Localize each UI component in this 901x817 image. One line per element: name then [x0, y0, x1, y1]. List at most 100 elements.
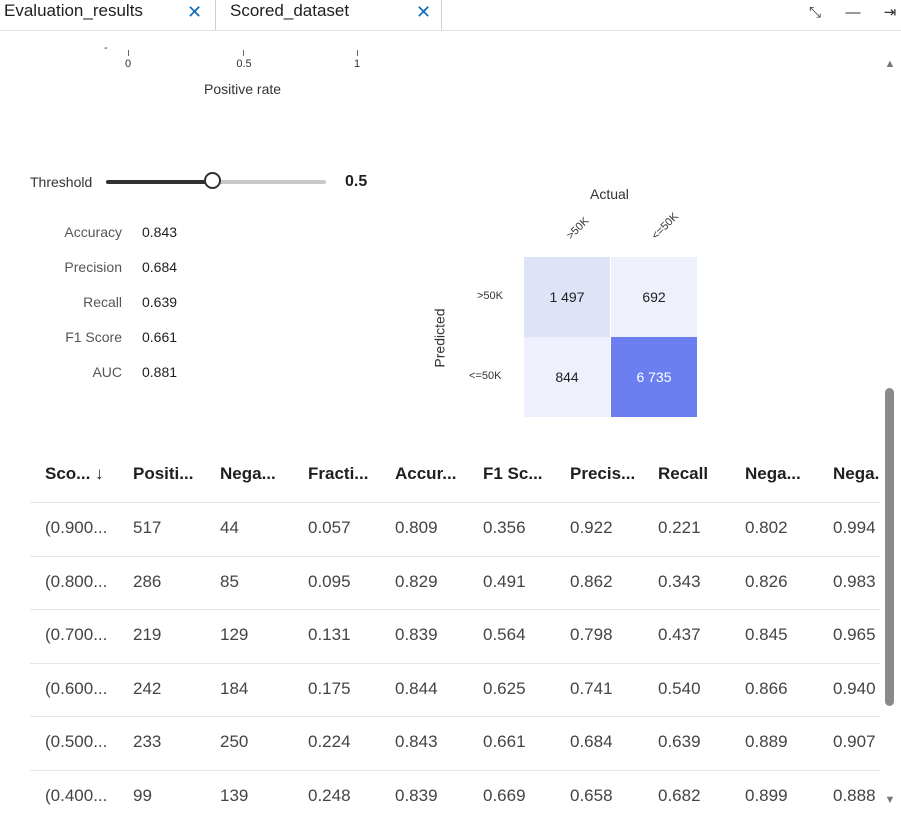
axis-tick-label: 1	[353, 58, 361, 70]
table-cell: 250	[220, 732, 249, 751]
scroll-down-arrow-icon[interactable]: ▼	[884, 794, 896, 806]
column-header[interactable]: Nega.	[833, 464, 880, 483]
close-icon[interactable]: ✕	[187, 2, 203, 22]
table-cell: 0.658	[570, 786, 613, 805]
tab-evaluation-results[interactable]: Evaluation_results ✕	[0, 0, 216, 30]
tab-label: Evaluation_results	[4, 1, 143, 20]
metric-label-auc: AUC	[92, 364, 122, 380]
column-header[interactable]: F1 Sc...	[483, 464, 543, 483]
column-header[interactable]: Nega...	[745, 464, 801, 483]
row-label: <=50K	[469, 370, 502, 382]
table-cell: 242	[133, 679, 162, 698]
column-header-score[interactable]: Sco... ↓	[45, 464, 104, 483]
vertical-scrollbar-thumb[interactable]	[885, 388, 894, 706]
metric-value-auc: 0.881	[142, 364, 178, 380]
table-cell: 0.889	[745, 732, 788, 751]
row-divider	[30, 556, 880, 557]
column-header[interactable]: Precis...	[570, 464, 636, 483]
table-cell: 0.684	[570, 732, 613, 751]
metric-value-recall: 0.639	[142, 294, 178, 310]
row-divider	[30, 770, 880, 771]
table-cell: 0.940	[833, 679, 876, 698]
tab-scored-dataset[interactable]: Scored_dataset ✕	[216, 0, 442, 30]
threshold-label: Threshold	[30, 174, 93, 190]
actual-axis-label: Actual	[590, 186, 629, 202]
expand-panel-icon[interactable]: ⇥	[883, 4, 897, 21]
tab-label: Scored_dataset	[230, 1, 350, 20]
table-cell: 0.994	[833, 518, 876, 537]
x-axis-title: Positive rate	[204, 81, 282, 97]
table-cell-score-range: (0.900...	[45, 518, 108, 537]
table-cell: 0.095	[308, 572, 351, 591]
column-label: >50K	[564, 215, 592, 242]
table-cell: 0.899	[745, 786, 788, 805]
table-cell: 0.224	[308, 732, 351, 751]
row-divider	[30, 502, 880, 503]
table-cell: 0.809	[395, 518, 438, 537]
column-header[interactable]: Fracti...	[308, 464, 369, 483]
table-cell: 129	[220, 625, 249, 644]
table-cell: 233	[133, 732, 162, 751]
table-cell: 0.437	[658, 625, 701, 644]
collapse-icon[interactable]: ⤡	[808, 4, 821, 21]
column-header[interactable]: Recall	[658, 464, 709, 483]
close-icon[interactable]: ✕	[416, 2, 432, 22]
metric-label-accuracy: Accuracy	[64, 224, 122, 240]
row-divider	[30, 609, 880, 610]
table-cell: 0.866	[745, 679, 788, 698]
table-cell: 0.798	[570, 625, 613, 644]
confusion-cell: 1 497	[524, 257, 610, 337]
table-cell-score-range: (0.400...	[45, 786, 108, 805]
table-cell: 0.839	[395, 786, 438, 805]
table-cell: 0.983	[833, 572, 876, 591]
slider-fill	[106, 180, 214, 184]
metric-label-recall: Recall	[83, 294, 122, 310]
threshold-value: 0.5	[345, 173, 368, 190]
table-cell: 0.221	[658, 518, 701, 537]
table-cell: 0.965	[833, 625, 876, 644]
column-header[interactable]: Positi...	[133, 464, 194, 483]
scroll-up-arrow-icon[interactable]: ▲	[884, 58, 896, 70]
column-header[interactable]: Accur...	[395, 464, 457, 483]
table-cell: 0.682	[658, 786, 701, 805]
confusion-cell: 692	[611, 257, 697, 337]
table-cell-score-range: (0.600...	[45, 679, 108, 698]
confusion-cell: 6 735	[611, 337, 697, 417]
table-cell-score-range: (0.500...	[45, 732, 108, 751]
table-cell: 0.639	[658, 732, 701, 751]
metric-value-accuracy: 0.843	[142, 224, 178, 240]
table-cell: 0.356	[483, 518, 526, 537]
table-cell: 0.057	[308, 518, 351, 537]
table-cell: 0.741	[570, 679, 613, 698]
axis-tick-label: 0	[124, 58, 132, 70]
table-cell: 85	[220, 572, 239, 591]
table-cell-score-range: (0.700...	[45, 625, 108, 644]
axis-tick	[243, 50, 244, 56]
table-cell: 99	[133, 786, 152, 805]
table-cell: 0.888	[833, 786, 876, 805]
table-cell: 44	[220, 518, 239, 537]
minimize-icon[interactable]: —	[845, 4, 861, 21]
predicted-axis-label: Predicted	[431, 308, 448, 368]
table-cell: 0.343	[658, 572, 701, 591]
table-cell: 0.661	[483, 732, 526, 751]
table-cell: 0.540	[658, 679, 701, 698]
slider-thumb[interactable]	[204, 172, 221, 189]
metric-label-f1-score: F1 Score	[65, 329, 122, 345]
table-cell: 0.248	[308, 786, 351, 805]
axis-tick	[128, 50, 129, 56]
table-cell: 0.491	[483, 572, 526, 591]
row-label: >50K	[477, 290, 503, 302]
table-cell: 0.844	[395, 679, 438, 698]
table-cell: 286	[133, 572, 162, 591]
table-cell: 0.839	[395, 625, 438, 644]
row-divider	[30, 663, 880, 664]
metric-value-precision: 0.684	[142, 259, 178, 275]
metric-label-precision: Precision	[64, 259, 122, 275]
table-cell: 0.907	[833, 732, 876, 751]
column-header[interactable]: Nega...	[220, 464, 276, 483]
table-cell-score-range: (0.800...	[45, 572, 108, 591]
table-cell: 517	[133, 518, 162, 537]
table-cell: 0.802	[745, 518, 788, 537]
table-cell: 0.625	[483, 679, 526, 698]
